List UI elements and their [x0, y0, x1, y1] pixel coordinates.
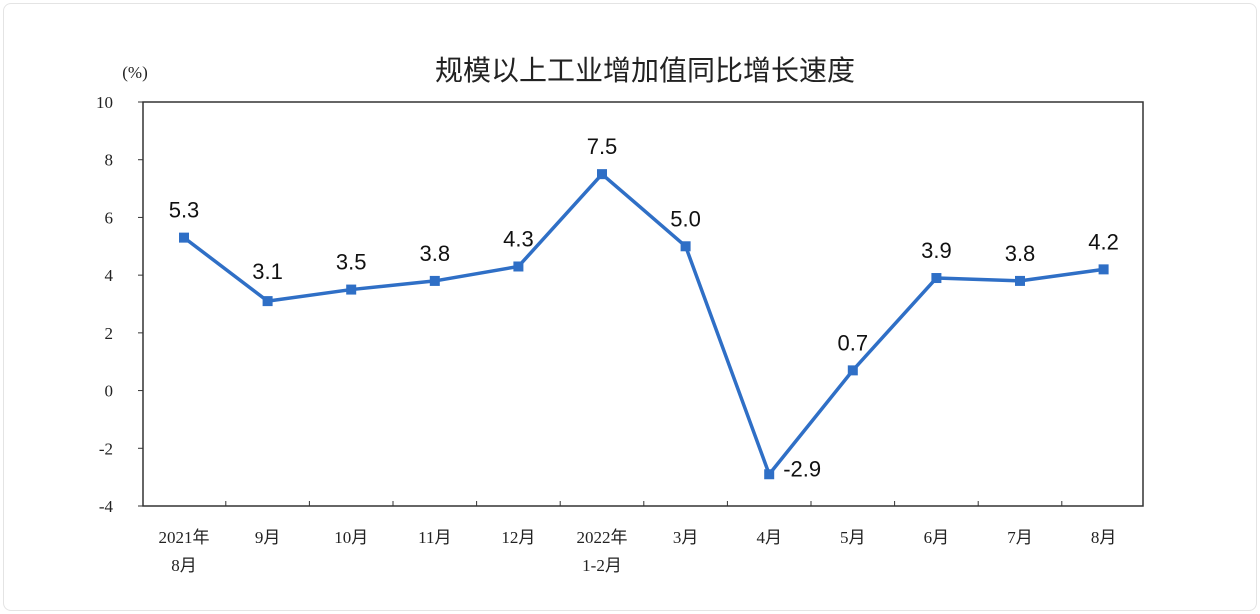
data-point-marker — [262, 296, 273, 307]
data-point-marker — [179, 232, 189, 243]
y-tick-label: 4 — [105, 266, 114, 285]
x-tick-label-line: 9月 — [255, 528, 281, 547]
y-axis-unit: (%) — [122, 63, 147, 82]
y-tick-label: -4 — [99, 497, 114, 516]
x-tick-label-line: 2022年 — [577, 528, 628, 547]
data-label: 4.3 — [503, 226, 534, 251]
y-tick-label: 8 — [105, 151, 114, 170]
x-tick-label-line: 11月 — [418, 528, 451, 547]
data-point-marker — [597, 169, 607, 180]
data-label: -2.9 — [783, 456, 821, 481]
x-tick-label-line: 4月 — [756, 528, 782, 547]
x-tick-label: 4月 — [756, 528, 782, 547]
x-tick-label-line: 1-2月 — [582, 556, 622, 575]
x-tick-label: 5月 — [840, 528, 866, 547]
data-point-marker — [346, 284, 357, 295]
data-point-marker — [764, 469, 775, 480]
x-tick-label: 3月 — [673, 528, 699, 547]
data-label: 4.2 — [1088, 229, 1119, 254]
x-tick-label: 12月 — [501, 528, 535, 547]
data-label: 7.5 — [587, 134, 618, 159]
data-label: 3.9 — [921, 238, 952, 263]
chart-title: 规模以上工业增加值同比增长速度 — [435, 54, 855, 87]
y-tick-label: -2 — [99, 439, 113, 458]
x-tick-label: 9月 — [255, 528, 281, 547]
x-tick-label: 7月 — [1007, 528, 1033, 547]
y-tick-label: 2 — [105, 324, 114, 343]
data-point-marker — [1098, 264, 1109, 275]
x-tick-label-line: 10月 — [334, 528, 368, 547]
data-label: 3.5 — [336, 250, 367, 275]
x-tick-label: 8月 — [1091, 528, 1117, 547]
y-tick-label: 6 — [105, 208, 114, 227]
data-point-marker — [429, 275, 440, 286]
chart-frame — [3, 3, 1257, 611]
x-tick-label: 11月 — [418, 528, 451, 547]
x-tick-label-line: 6月 — [924, 528, 950, 547]
series-line — [182, 172, 1104, 477]
x-tick-label: 6月 — [924, 528, 950, 547]
data-point-marker — [513, 261, 524, 272]
data-point-marker — [847, 365, 858, 376]
data-point-marker — [931, 273, 942, 284]
x-tick-label-line: 3月 — [673, 528, 699, 547]
x-tick-label-line: 7月 — [1007, 528, 1033, 547]
data-label: 3.8 — [420, 241, 451, 266]
data-point-marker — [1015, 275, 1025, 286]
x-tick-label: 10月 — [334, 528, 368, 547]
data-label: 5.0 — [670, 206, 701, 231]
x-tick-label-line: 2021年 — [159, 528, 210, 547]
x-tick-label-line: 12月 — [501, 528, 535, 547]
x-tick-label-line: 5月 — [840, 528, 866, 547]
x-tick-label: 2021年 8月 — [159, 528, 210, 575]
y-tick-label: 10 — [96, 93, 113, 112]
x-tick-label-line: 8月 — [1091, 528, 1117, 547]
data-label: 0.7 — [838, 330, 869, 355]
x-tick-label-line: 8月 — [171, 556, 197, 575]
x-tick-label: 2022年 1-2月 — [577, 528, 628, 575]
data-label: 3.1 — [252, 259, 283, 284]
data-label: 3.8 — [1005, 241, 1036, 266]
y-tick-label: 0 — [105, 382, 114, 401]
data-point-marker — [680, 241, 691, 252]
data-label: 5.3 — [169, 198, 200, 223]
plot-area-border — [142, 101, 1144, 507]
